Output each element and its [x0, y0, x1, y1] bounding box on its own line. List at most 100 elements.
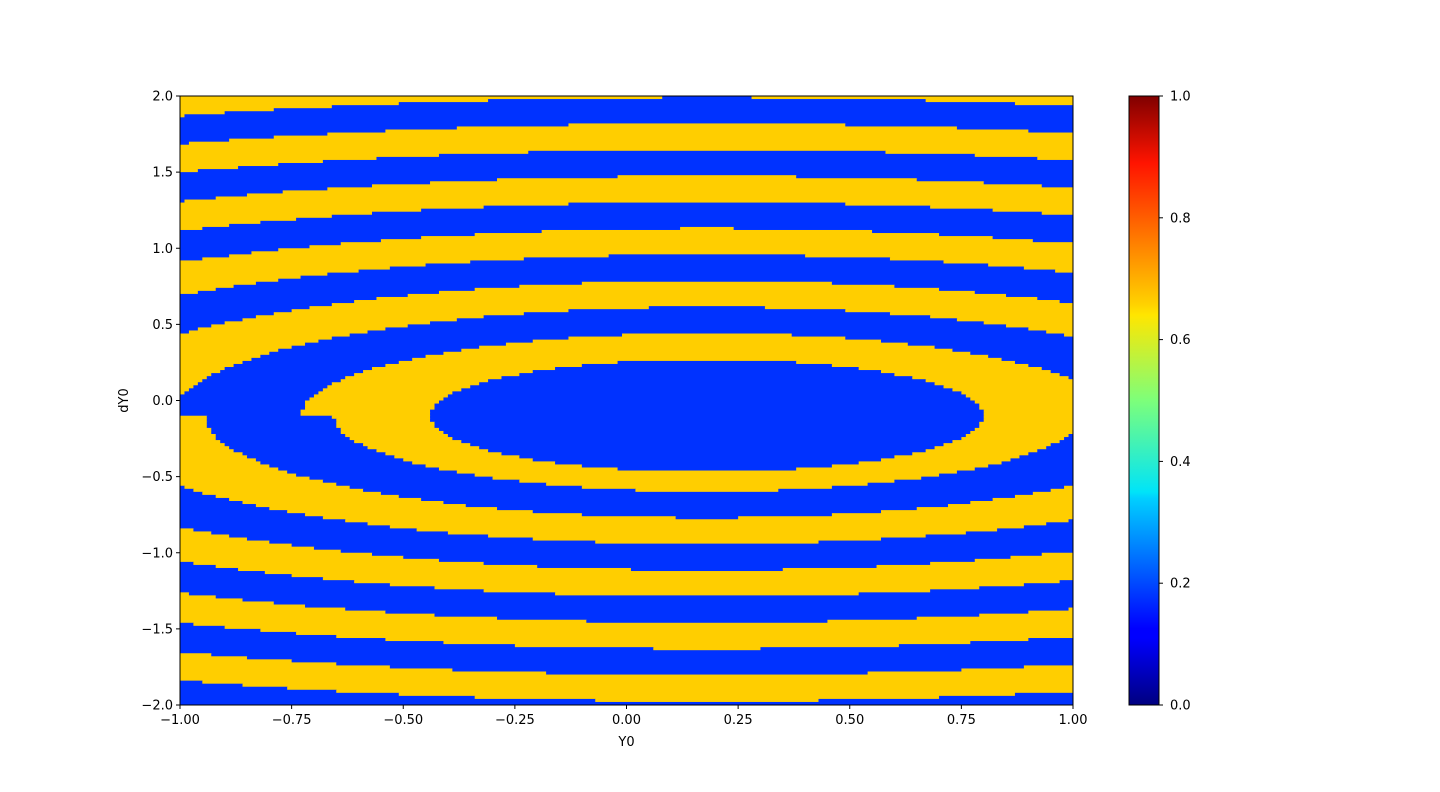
heatmap-cell-run	[465, 504, 949, 508]
heatmap-cell-run	[988, 464, 1073, 469]
heatmap-cell-run	[979, 421, 1073, 426]
heatmap-cell-run	[180, 105, 333, 109]
heatmap-cell-run	[197, 169, 1073, 173]
heatmap-cell-run	[180, 638, 386, 642]
x-axis: −1.00 −0.75 −0.50 −0.25 0.00 0.25 0.50 0.75 1.00	[160, 705, 1087, 728]
heatmap-cell-run	[501, 452, 913, 456]
heatmap-cell-run	[1068, 434, 1073, 438]
heatmap-cell-run	[876, 564, 1073, 569]
heatmap-cell-run	[1059, 300, 1073, 304]
y-tick-label: −1.0	[141, 546, 173, 561]
heatmap-cell-run	[180, 549, 342, 554]
heatmap-cell-run	[443, 351, 971, 356]
heatmap-cell-run	[180, 135, 275, 140]
heatmap-cell-run	[180, 175, 619, 179]
x-tick-label: 0.00	[612, 713, 641, 728]
heatmap-cell-run	[831, 281, 1073, 286]
heatmap-cell-run	[523, 312, 891, 316]
y-tick-label: −0.5	[141, 470, 173, 485]
heatmap-cell-run	[965, 531, 1073, 536]
heatmap-cell-run	[831, 513, 1073, 517]
heatmap-cell-run	[180, 123, 570, 128]
heatmap-cell-run	[180, 102, 400, 106]
heatmap-cell-run	[260, 461, 413, 466]
heatmap-cell-run	[193, 528, 418, 533]
heatmap-cell-run	[568, 336, 846, 341]
heatmap-cell-run	[970, 397, 1073, 402]
heatmap-cell-run	[180, 132, 328, 137]
heatmap-cell-run	[180, 342, 306, 347]
heatmap-cell-run	[372, 367, 556, 371]
heatmap-cell-run	[180, 236, 422, 240]
heatmap-cell-run	[184, 199, 1073, 204]
heatmap-cell-run	[246, 537, 534, 542]
heatmap-cell-run	[180, 327, 199, 332]
heatmap-cell-run	[1059, 373, 1073, 377]
heatmap-cell-run	[528, 150, 887, 155]
heatmap-cell-run	[354, 373, 520, 377]
heatmap-cell-run	[934, 446, 1047, 450]
heatmap-cell-run	[831, 464, 989, 469]
heatmap-cell-run	[956, 126, 1073, 131]
heatmap-cell-run	[1068, 376, 1073, 380]
heatmap-cell-run	[1050, 443, 1073, 447]
heatmap-cell-run	[497, 507, 918, 511]
colorbar-tick-label: 0.0	[1170, 699, 1191, 714]
heatmap-cell-run	[997, 528, 1073, 533]
heatmap-cell-run	[1019, 455, 1073, 459]
heatmap-cell-run	[188, 330, 369, 335]
heatmap-cell-run	[956, 470, 1073, 475]
heatmap-cell-run	[180, 604, 306, 609]
heatmap-cell-run	[305, 342, 507, 347]
heatmap-cell-run	[939, 287, 1073, 292]
colorbar: 0.0 0.2 0.4 0.6 0.8 1.0	[1128, 90, 1191, 714]
heatmap-cell-run	[180, 99, 489, 103]
heatmap-cell-run	[430, 418, 985, 423]
heatmap-cell-run	[858, 592, 1073, 596]
heatmap-cell-run	[881, 339, 1073, 344]
heatmap-cell-run	[273, 135, 1073, 140]
heatmap-cell-run	[180, 516, 324, 520]
heatmap-cell-run	[340, 379, 489, 383]
heatmap-cell-run	[180, 674, 1073, 679]
heatmap-cell-run	[443, 641, 971, 645]
heatmap-cell-run	[309, 476, 494, 481]
heatmap-cell-run	[180, 248, 279, 252]
heatmap-cell-run	[215, 434, 346, 438]
heatmap-cell-run	[180, 293, 409, 298]
heatmap-cell-run	[1023, 525, 1073, 529]
heatmap-cell-run	[260, 220, 1073, 225]
heatmap-cell-run	[412, 461, 556, 466]
heatmap-cell-run	[912, 376, 1070, 380]
heatmap-cell-run	[331, 214, 1073, 219]
heatmap-cell-run	[233, 284, 520, 289]
heatmap-cell-run	[180, 659, 293, 663]
heatmap-cell-run	[291, 659, 1073, 663]
heatmap-cell-run	[403, 458, 534, 463]
heatmap-cell-run	[180, 208, 422, 213]
heatmap-cell-run	[403, 555, 1012, 560]
heatmap-cell-run	[617, 175, 797, 179]
heatmap-cell-run	[488, 379, 927, 383]
heatmap-cell-run	[327, 385, 471, 389]
heatmap-cell-run	[483, 205, 931, 210]
heatmap-cell-run	[180, 616, 498, 621]
heatmap-cell-run	[340, 549, 1073, 554]
heatmap-cell-run	[921, 476, 1073, 481]
heatmap-cell-run	[180, 214, 333, 219]
heatmap-cell-run	[296, 631, 1073, 636]
heatmap-cell-run	[336, 662, 1073, 667]
heatmap-cell-run	[180, 424, 208, 429]
heatmap-cell-run	[322, 577, 1073, 581]
heatmap-cell-run	[180, 141, 190, 146]
heatmap-cell-run	[180, 507, 270, 511]
heatmap-cell-run	[180, 129, 386, 134]
heatmap-cell-run	[180, 455, 248, 459]
heatmap-cell-run	[180, 452, 244, 456]
heatmap-cell-run	[180, 464, 270, 469]
heatmap-cell-run	[595, 540, 820, 545]
heatmap-cell-run	[322, 516, 677, 520]
heatmap-cell-run	[180, 434, 217, 438]
heatmap-cell-run	[180, 351, 270, 356]
